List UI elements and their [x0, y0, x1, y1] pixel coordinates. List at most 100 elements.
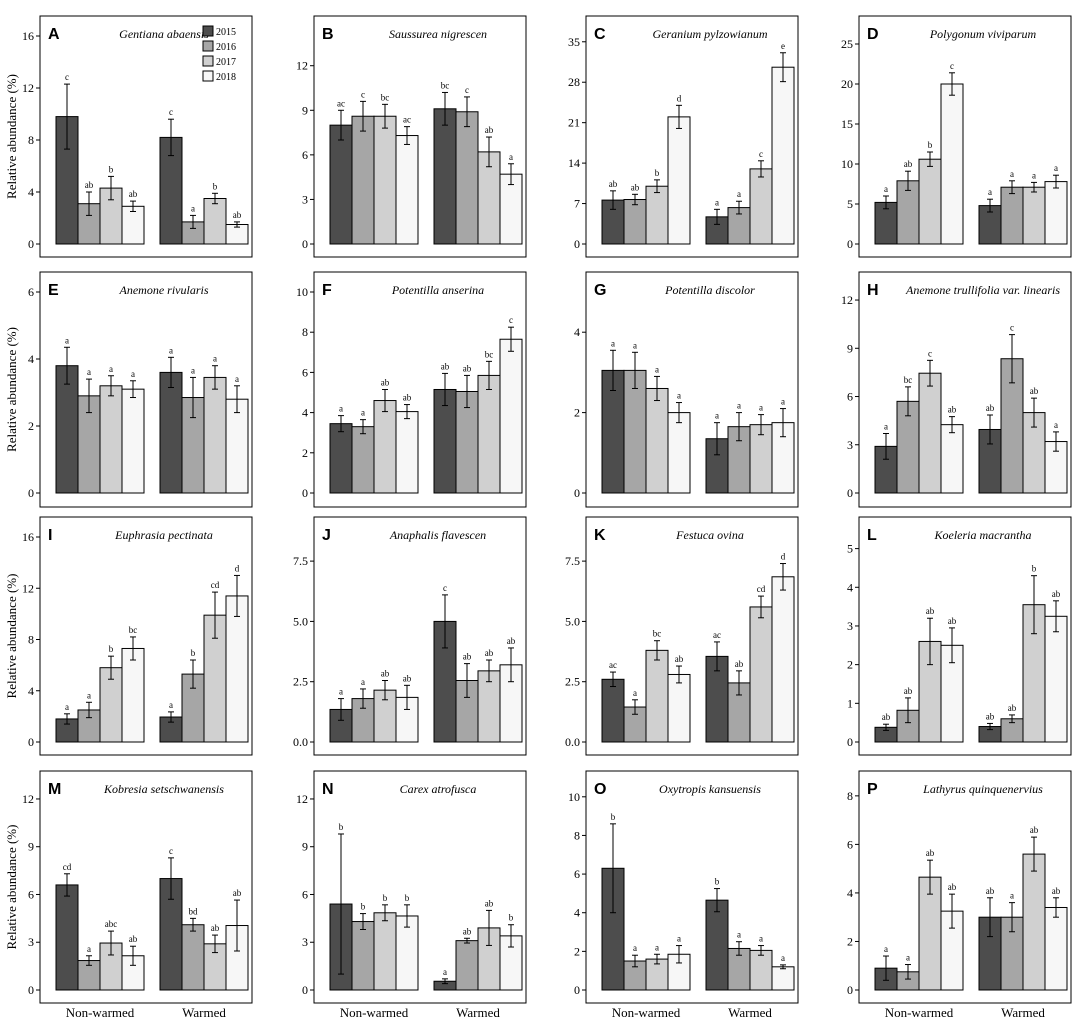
- sig-letter-c: ab: [631, 182, 640, 192]
- sig-letter-n: b: [405, 893, 410, 903]
- sig-letter-g: a: [655, 364, 659, 374]
- sig-letter-c: c: [759, 149, 763, 159]
- panel-d-ytick-label: 5: [847, 197, 853, 211]
- panel-i-letter: I: [48, 527, 52, 544]
- panel-k-ytick-label: 0.0: [565, 735, 580, 749]
- panel-o: 0 2 4 6 8 10 O Oxytropis kansuensis b a a a b a a a Non-…: [568, 770, 799, 1020]
- sig-letter-d: a: [1010, 169, 1014, 179]
- panel-c: 0 7 14 21 28 35 C Geranium pylzowianum ab ab b d a a c…: [568, 15, 799, 258]
- bar-o-warmed-2018: [771, 966, 795, 991]
- panel-f-ytick-label: 0: [302, 486, 308, 500]
- bar-b-warmed-2016: [455, 111, 479, 245]
- bar-e-warmed-2015: [159, 371, 183, 494]
- sig-letter-f: ab: [381, 377, 390, 387]
- sig-letter-p: ab: [986, 886, 995, 896]
- panel-p-ytick-label: 8: [847, 789, 853, 803]
- errorbar-e-1-3: [234, 385, 240, 414]
- sig-letter-p: a: [884, 944, 888, 954]
- panel-j-ytick-label: 5.0: [293, 614, 308, 628]
- errorbar-a-0-0: [64, 83, 70, 150]
- errorbar-l-0-3: [949, 627, 955, 664]
- x-group-label: Warmed: [456, 1005, 500, 1020]
- panel-m-letter: M: [48, 781, 61, 798]
- sig-letter-m: ab: [211, 923, 220, 933]
- bar-f-warmed-2017: [477, 374, 501, 494]
- bar-c-warmed-2018: [771, 66, 795, 245]
- errorbar-k-0-2: [654, 640, 660, 661]
- sig-letter-b: ac: [403, 115, 411, 125]
- sig-letter-k: cd: [757, 584, 766, 594]
- panel-g-ytick-label: 4: [574, 325, 580, 339]
- panel-h-ytick-label: 0: [847, 486, 853, 500]
- errorbar-a-1-0: [168, 118, 174, 157]
- sig-letter-d: a: [1032, 170, 1036, 180]
- sig-letter-d: ab: [904, 159, 913, 169]
- sig-letter-e: a: [169, 345, 173, 355]
- sig-letter-n: b: [383, 893, 388, 903]
- sig-letter-h: c: [928, 348, 932, 358]
- errorbar-c-1-3: [780, 52, 786, 83]
- sig-letter-n: a: [443, 967, 447, 977]
- panel-i-ytick-label: 8: [28, 633, 34, 647]
- sig-letter-a: ab: [85, 180, 94, 190]
- panel-d-ytick-label: 0: [847, 237, 853, 251]
- sig-letter-m: cd: [63, 862, 72, 872]
- bar-c-warmed-2017: [749, 168, 773, 245]
- errorbar-a-1-3: [234, 221, 240, 228]
- sig-letter-c: ab: [609, 179, 618, 189]
- bar-k-nonwarmed-2017: [645, 649, 669, 743]
- sig-letter-c: a: [737, 189, 741, 199]
- errorbar-i-1-1: [190, 659, 196, 689]
- panel-f-ytick-label: 4: [302, 406, 308, 420]
- errorbar-b-1-3: [508, 163, 514, 186]
- errorbar-m-1-3: [234, 899, 240, 952]
- errorbar-p-0-1: [905, 964, 911, 980]
- sig-letter-p: ab: [1052, 886, 1061, 896]
- panel-h-ytick-label: 9: [847, 341, 853, 355]
- panel-i-title: Euphrasia pectinata: [114, 528, 213, 542]
- panel-g-ytick-label: 2: [574, 406, 580, 420]
- y-axis-title: Relative abundance (%): [4, 327, 19, 452]
- legend-label-2016: 2016: [216, 42, 236, 53]
- errorbar-g-1-3: [780, 408, 786, 438]
- panel-k-letter: K: [594, 527, 606, 544]
- sig-letter-p: ab: [926, 848, 935, 858]
- errorbar-h-1-0: [987, 414, 993, 445]
- sig-letter-g: a: [611, 338, 615, 348]
- errorbar-i-0-2: [108, 655, 114, 680]
- sig-letter-p: a: [1010, 891, 1014, 901]
- panel-o-frame: [585, 770, 799, 1004]
- sig-letter-f: ab: [463, 363, 472, 373]
- errorbar-p-1-2: [1031, 836, 1037, 872]
- errorbar-m-0-2: [108, 930, 114, 956]
- errorbar-i-0-1: [86, 701, 92, 719]
- x-group-label: Non-warmed: [612, 1005, 681, 1020]
- sig-letter-a: c: [169, 107, 173, 117]
- panel-m-frame: [39, 770, 253, 1004]
- panel-d-ytick-label: 10: [841, 157, 853, 171]
- bar-h-nonwarmed-2017: [918, 372, 942, 494]
- legend-label-2017: 2017: [216, 57, 236, 68]
- panel-l-frame: [858, 516, 1072, 756]
- panel-h-title: Anemone trullifolia var. linearis: [905, 283, 1060, 297]
- bar-e-nonwarmed-2015: [55, 365, 79, 494]
- panel-c-frame: [585, 15, 799, 258]
- errorbar-b-0-1: [360, 100, 366, 132]
- sig-letter-g: a: [633, 340, 637, 350]
- bar-d-warmed-2018: [1044, 181, 1068, 245]
- x-group-label: Non-warmed: [340, 1005, 409, 1020]
- sig-letter-o: a: [759, 934, 763, 944]
- panel-a-letter: A: [48, 26, 60, 43]
- sig-letter-d: c: [950, 61, 954, 71]
- sig-letter-a: ab: [129, 189, 138, 199]
- x-group-label: Warmed: [728, 1005, 772, 1020]
- panel-m-ytick-label: 12: [22, 792, 34, 806]
- sig-letter-h: a: [1054, 420, 1058, 430]
- panel-i-frame: [39, 516, 253, 756]
- sig-letter-o: b: [611, 812, 616, 822]
- errorbar-e-1-0: [168, 356, 174, 388]
- sig-letter-n: ab: [485, 898, 494, 908]
- sig-letter-k: ac: [713, 630, 721, 640]
- sig-letter-c: a: [715, 197, 719, 207]
- sig-letter-m: ab: [233, 888, 242, 898]
